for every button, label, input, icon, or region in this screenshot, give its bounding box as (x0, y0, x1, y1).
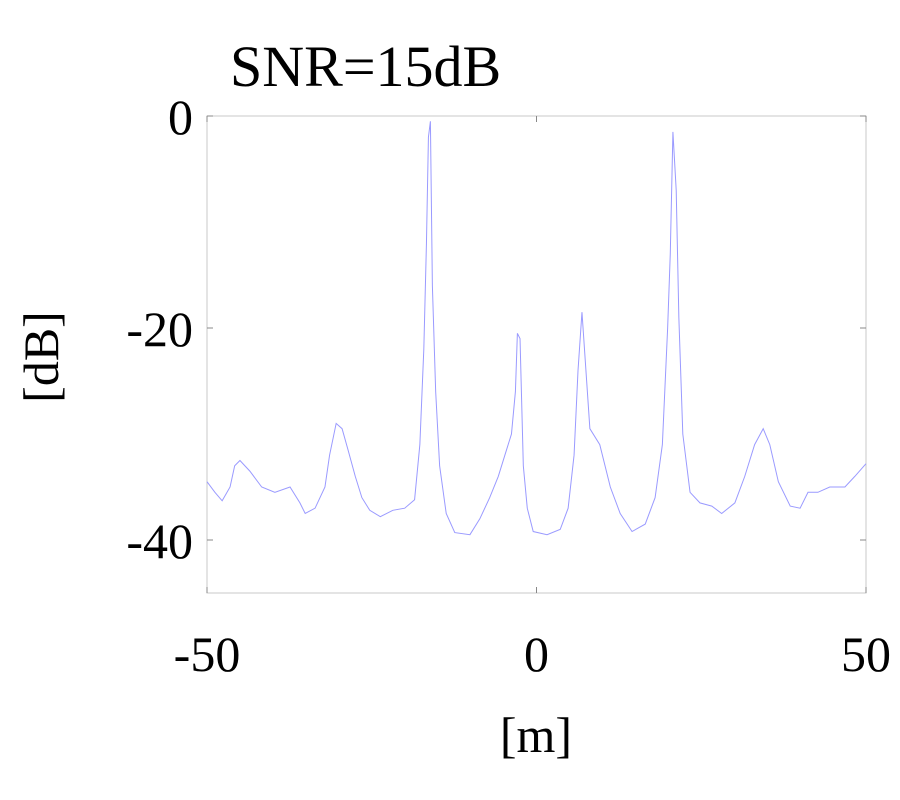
y-axis-label: [dB] (13, 311, 69, 403)
plot-frame (206, 115, 867, 594)
y-tick-label: 0 (168, 89, 193, 145)
x-tick-label: 50 (841, 626, 891, 682)
data-line (206, 121, 867, 536)
x-tick-label: 0 (524, 626, 549, 682)
x-axis-label: [m] (500, 707, 572, 763)
chart-title: SNR=15dB (230, 34, 501, 99)
x-tick-label: -50 (174, 626, 241, 682)
y-tick-label: -20 (126, 301, 193, 357)
y-tick-label: -40 (126, 513, 193, 569)
